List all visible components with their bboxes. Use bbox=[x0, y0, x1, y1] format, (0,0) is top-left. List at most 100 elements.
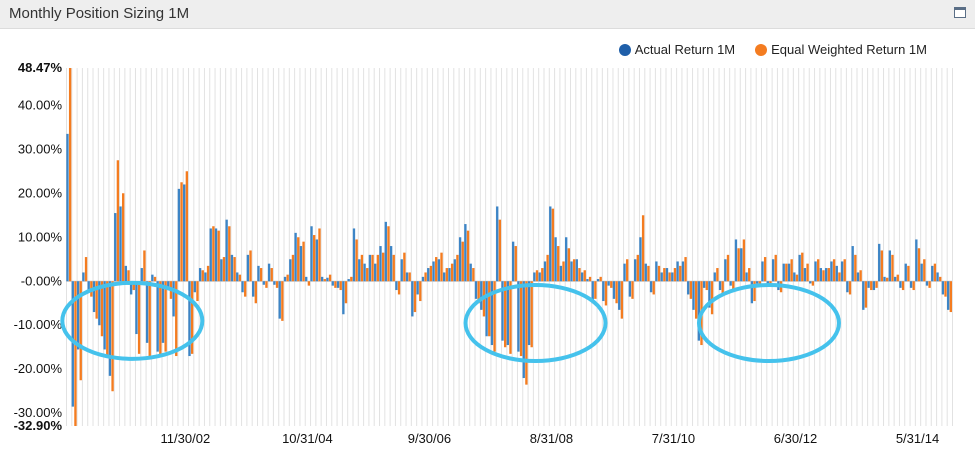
bar-equal bbox=[196, 281, 199, 302]
legend-item-equal[interactable]: Equal Weighted Return 1M bbox=[755, 42, 927, 57]
bar-equal bbox=[68, 68, 72, 282]
y-tick-label: 20.00% bbox=[18, 185, 63, 200]
bar-actual bbox=[803, 268, 807, 282]
bar-actual bbox=[618, 281, 621, 310]
legend-label-equal: Equal Weighted Return 1M bbox=[771, 42, 927, 57]
bar-equal bbox=[912, 281, 915, 291]
y-axis-ticks: 48.47% 40.00% 30.00% 20.00% 10.00% -0.00% -10.… bbox=[14, 60, 63, 433]
bar-actual bbox=[888, 250, 891, 282]
bar-equal bbox=[875, 281, 878, 288]
bar-equal bbox=[472, 268, 475, 282]
bar-actual bbox=[872, 281, 876, 291]
maximize-icon[interactable] bbox=[954, 7, 966, 18]
bar-equal bbox=[827, 268, 830, 282]
bar-actual bbox=[124, 265, 128, 282]
bar-equal bbox=[626, 259, 629, 282]
bar-actual bbox=[198, 268, 202, 282]
bar-actual bbox=[183, 184, 186, 282]
bar-equal bbox=[885, 277, 889, 282]
bar-equal bbox=[435, 257, 438, 282]
bar-equal bbox=[928, 281, 931, 288]
bar-equal bbox=[822, 270, 825, 282]
bar-actual bbox=[517, 281, 520, 352]
bar-actual bbox=[204, 272, 207, 282]
bar-actual bbox=[241, 281, 244, 293]
bar-actual bbox=[188, 281, 191, 357]
bar-equal bbox=[307, 281, 311, 286]
bar-equal bbox=[769, 281, 772, 285]
bar-equal bbox=[732, 281, 735, 291]
bar-equal bbox=[445, 268, 448, 282]
bar-equal bbox=[498, 219, 502, 282]
bar-equal bbox=[212, 226, 215, 282]
bar-actual bbox=[925, 281, 929, 286]
bar-equal bbox=[519, 281, 523, 357]
bar-equal bbox=[610, 281, 613, 288]
bar-actual bbox=[448, 268, 451, 282]
y-tick-label: 40.00% bbox=[18, 97, 63, 112]
bar-equal bbox=[132, 281, 135, 291]
bar-equal bbox=[588, 276, 592, 282]
chart-legend: Actual Return 1M Equal Weighted Return 1… bbox=[618, 42, 927, 57]
bar-actual bbox=[862, 281, 865, 310]
bar-actual bbox=[363, 263, 366, 282]
bar-equal bbox=[360, 254, 364, 282]
bar-actual bbox=[591, 281, 594, 304]
bar-actual bbox=[708, 281, 711, 308]
bar-equal bbox=[116, 160, 120, 282]
legend-swatch-actual bbox=[618, 43, 631, 56]
bar-actual bbox=[724, 259, 727, 282]
bar-equal bbox=[84, 257, 88, 282]
bar-actual bbox=[628, 281, 632, 297]
bar-equal bbox=[318, 228, 321, 282]
bar-actual bbox=[177, 188, 181, 282]
bar-actual bbox=[824, 268, 828, 282]
y-tick-label: 10.00% bbox=[18, 229, 63, 244]
bar-actual bbox=[267, 263, 271, 282]
bar-actual bbox=[718, 281, 722, 291]
bar-actual bbox=[161, 281, 165, 343]
bar-equal bbox=[832, 259, 836, 282]
bar-equal bbox=[753, 281, 756, 302]
bar-actual bbox=[480, 281, 483, 310]
bar-actual bbox=[931, 265, 934, 282]
bar-equal bbox=[291, 254, 295, 282]
bar-actual bbox=[119, 206, 122, 282]
bar-equal bbox=[334, 281, 337, 288]
bar-actual bbox=[697, 281, 700, 341]
bar-equal bbox=[339, 281, 342, 291]
bar-actual bbox=[384, 221, 387, 282]
bar-actual bbox=[793, 272, 796, 282]
bar-actual bbox=[400, 259, 403, 282]
bar-actual bbox=[273, 281, 276, 285]
legend-item-actual[interactable]: Actual Return 1M bbox=[618, 42, 735, 57]
bar-actual bbox=[644, 263, 647, 282]
bar-actual bbox=[761, 261, 764, 282]
bar-actual bbox=[156, 281, 159, 352]
bar-equal bbox=[673, 268, 677, 282]
bar-equal bbox=[413, 281, 417, 313]
bar-equal bbox=[344, 281, 348, 304]
bar-actual bbox=[453, 259, 456, 282]
bar-actual bbox=[639, 237, 642, 282]
bar-equal bbox=[694, 281, 698, 319]
bar-equal bbox=[254, 281, 257, 304]
bar-actual bbox=[374, 263, 377, 282]
bar-actual bbox=[506, 281, 509, 346]
bar-actual bbox=[167, 281, 170, 291]
bar-equal bbox=[939, 276, 942, 282]
bar-equal bbox=[122, 193, 125, 282]
bar-equal bbox=[620, 281, 624, 319]
bar-equal bbox=[933, 263, 937, 282]
bar-actual bbox=[623, 263, 626, 282]
bar-actual bbox=[883, 276, 886, 282]
highlight-ellipse bbox=[60, 280, 205, 361]
bar-actual bbox=[904, 263, 907, 282]
bar-equal bbox=[870, 281, 873, 291]
bar-actual bbox=[745, 272, 748, 282]
bar-equal bbox=[79, 281, 82, 381]
bar-actual bbox=[193, 281, 196, 293]
bar-equal bbox=[387, 226, 390, 282]
bar-equal bbox=[679, 265, 682, 282]
bar-equal bbox=[111, 281, 114, 392]
